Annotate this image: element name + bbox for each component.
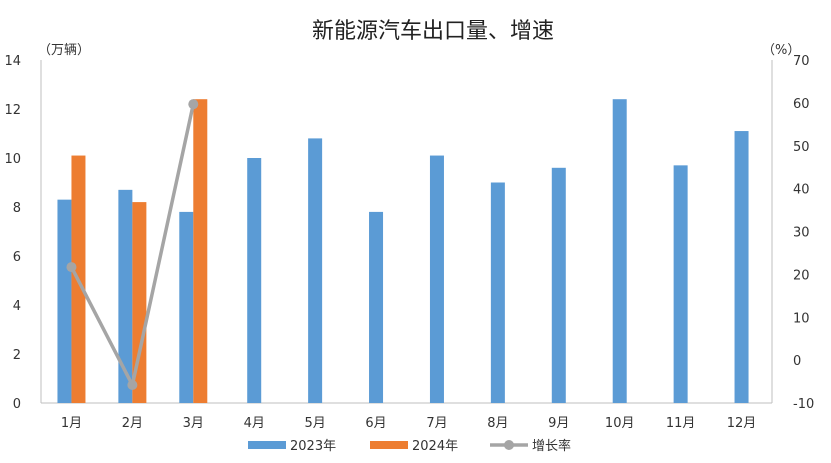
bar-2023年-6月 [369,211,384,403]
x-tick-label: 11月 [666,416,696,431]
right-tick-label: 40 [793,183,810,198]
right-tick-label: -10 [793,397,814,412]
growth-point [66,262,77,273]
left-tick-label: 14 [4,54,21,69]
x-tick-label: 4月 [244,416,265,431]
x-tick-label: 6月 [365,416,386,431]
bar-2023年-4月 [247,158,262,403]
growth-point [127,379,138,390]
left-tick-label: 10 [4,152,21,167]
legend-swatch-2024年 [370,441,408,449]
right-tick-label: 20 [793,268,810,283]
x-tick-label: 8月 [487,416,508,431]
growth-point [188,99,199,110]
left-tick-label: 4 [13,299,21,314]
chart-title: 新能源汽车出口量、增速 [312,19,554,44]
x-tick-label: 2月 [122,416,143,431]
x-axis-ticks: 1月 2月 3月 4月 5月 6月 7月 8月 9月 10月 11月 12月 [61,416,756,431]
left-tick-label: 2 [13,348,21,363]
legend: 2023年 2024年 增长率 [248,438,571,454]
axes: 0 2 4 6 8 10 12 14 -10 0 10 20 30 40 50 60 70 [4,54,814,412]
right-tick-label: 60 [793,97,810,112]
x-tick-label: 1月 [61,416,82,431]
right-tick-label: 70 [793,54,810,69]
bar-2023年-11月 [673,165,688,403]
bar-2023年-8月 [490,182,505,403]
x-tick-label: 7月 [426,416,447,431]
legend-marker [504,440,514,450]
bar-2023年-9月 [551,167,566,403]
right-axis-unit: （%） [762,43,800,58]
bar-2024年-2月 [132,202,147,403]
bar-2023年-2月 [118,189,133,403]
legend-swatch-2023年 [248,441,286,449]
bar-2023年-5月 [308,138,323,403]
bars [57,99,749,404]
right-tick-label: 0 [793,354,801,369]
x-tick-label: 10月 [605,416,635,431]
x-tick-label: 9月 [548,416,569,431]
left-tick-label: 8 [13,201,21,216]
left-tick-label: 12 [4,103,21,118]
legend-label: 2023年 [290,439,336,454]
right-tick-label: 50 [793,140,810,155]
growth-line [66,99,199,390]
left-tick-label: 6 [13,250,21,265]
right-tick-label: 30 [793,226,810,241]
legend-label: 2024年 [412,439,458,454]
x-tick-label: 5月 [304,416,325,431]
bar-2023年-3月 [179,211,194,403]
bar-2023年-7月 [429,155,444,403]
bar-2023年-12月 [734,131,749,404]
right-tick-label: 10 [793,311,810,326]
left-tick-label: 0 [13,397,21,412]
x-tick-label: 12月 [727,416,757,431]
left-axis-unit: （万辆） [38,43,90,58]
bar-2023年-1月 [57,199,72,403]
bar-2024年-3月 [193,99,208,403]
legend-label: 增长率 [532,438,571,454]
x-tick-label: 3月 [183,416,204,431]
bar-2023年-10月 [612,99,627,403]
